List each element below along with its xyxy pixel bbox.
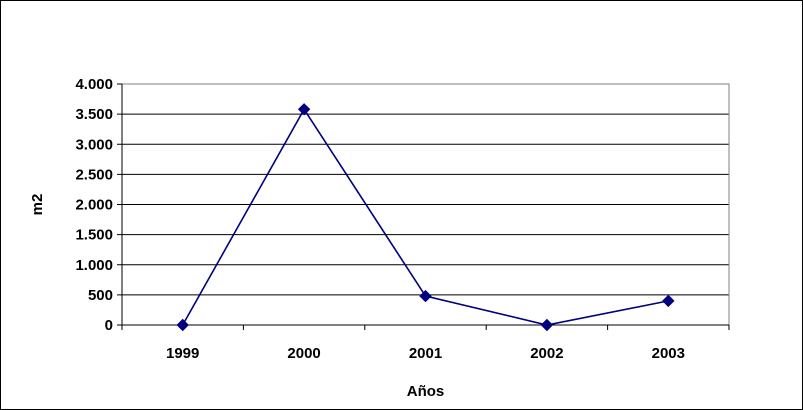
gridlines (122, 83, 729, 296)
y-axis-title: m2 (29, 194, 46, 216)
data-point-marker (540, 318, 554, 332)
y-axis-tick-labels: 0 500 1.000 1.500 2.000 2.500 3.000 3.500 4.000 (75, 76, 113, 334)
y-tick-label: 4.000 (75, 76, 113, 93)
y-tick-label: 2.000 (75, 197, 113, 214)
y-tick-label: 2.500 (75, 166, 113, 183)
data-point-marker (176, 318, 189, 332)
axes (117, 83, 730, 330)
data-point-marker (297, 103, 311, 116)
y-tick-label: 3.000 (75, 136, 113, 153)
x-tick-label: 2001 (409, 345, 442, 362)
x-tick-label: 2003 (652, 345, 685, 362)
y-tick-label: 3.500 (75, 106, 113, 123)
x-axis-title: Años (407, 383, 445, 400)
series-group (176, 103, 675, 332)
y-tick-label: 0 (105, 317, 113, 334)
x-tick-label: 2000 (287, 345, 320, 362)
data-point-marker (419, 289, 432, 303)
y-tick-label: 500 (88, 287, 113, 304)
x-tick-label: 1999 (166, 345, 199, 362)
x-axis-tick-labels: 1999 2000 2001 2002 2003 (166, 345, 685, 362)
y-tick-label: 1.500 (75, 227, 113, 244)
x-tick-label: 2002 (530, 345, 563, 362)
data-point-marker (662, 294, 675, 308)
y-tick-label: 1.000 (75, 257, 113, 274)
